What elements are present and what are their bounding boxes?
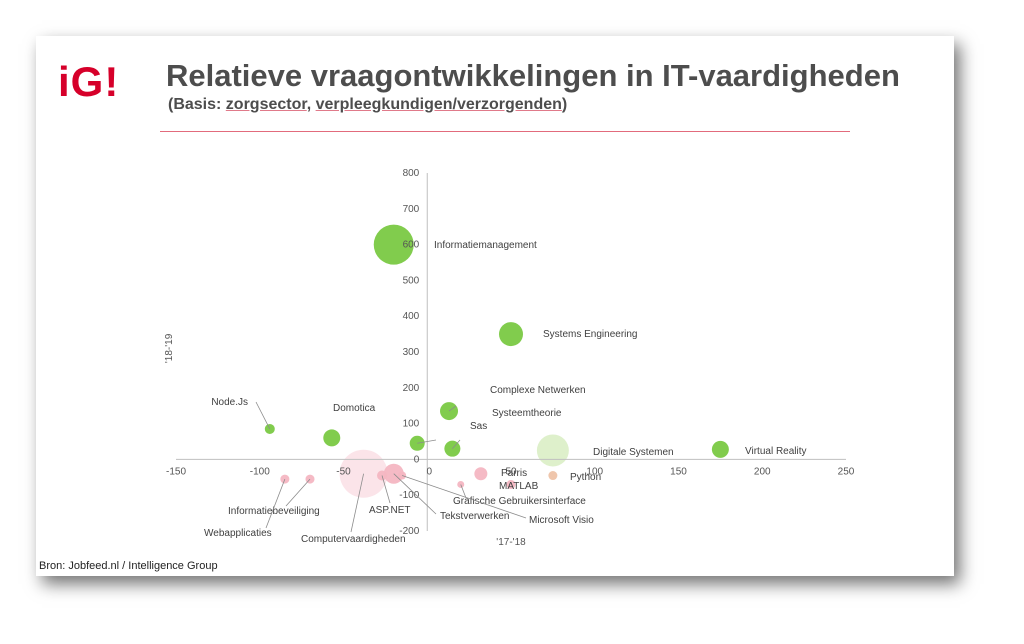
leader-line — [350, 473, 364, 533]
x-axis-title: '17-'18 — [496, 537, 526, 548]
y-tick-label: 800 — [403, 168, 420, 179]
title-rule — [160, 131, 850, 132]
data-label: Node.Js — [211, 397, 248, 408]
data-label: Sas — [470, 421, 487, 432]
x-tick-label: 0 — [426, 466, 432, 477]
y-tick-label: 0 — [414, 454, 420, 465]
leader-line — [381, 475, 391, 504]
data-label: Microsoft Visio — [529, 515, 594, 526]
bubble-systems-engineering — [499, 322, 523, 347]
leader-line — [448, 405, 457, 412]
x-tick-label: 150 — [670, 466, 687, 477]
subtitle-sector: zorgsector — [225, 96, 307, 113]
subtitle-profession: verpleegkundigen/verzorgenden — [315, 96, 562, 113]
y-axis-title: '18-'19 — [164, 333, 175, 363]
bubble-matlab — [506, 479, 516, 489]
y-tick-label: 400 — [403, 311, 420, 322]
data-label: Virtual Reality — [745, 446, 807, 457]
bubble-chart: -150 -100 -50 50 100 150 200 250 -200 -100 0 100 200… — [164, 168, 855, 548]
bubble-domotica — [323, 429, 341, 447]
leader-line — [285, 478, 311, 507]
x-tick-label: 100 — [586, 466, 603, 477]
y-tick-label: -100 — [399, 490, 419, 501]
data-label: Domotica — [333, 403, 376, 414]
brand-logo: iG! — [58, 58, 120, 105]
x-tick-label: -150 — [166, 466, 186, 477]
slide: iG! Relatieve vraagontwikkelingen in IT-… — [36, 36, 954, 576]
x-tick-label: 50 — [505, 466, 517, 477]
data-label: Systeemtheorie — [492, 408, 562, 419]
source-note: Bron: Jobfeed.nl / Intelligence Group — [39, 560, 218, 572]
bubble-digitale-systemen — [536, 434, 569, 467]
data-label: MATLAB — [499, 481, 539, 492]
x-tick-label: 200 — [754, 466, 771, 477]
x-tick-label: 250 — [838, 466, 855, 477]
data-label: Informatiebeveiliging — [228, 506, 320, 517]
x-tick-label: -50 — [336, 466, 351, 477]
y-tick-label: 300 — [403, 347, 420, 358]
subtitle-open: (Basis: — [168, 96, 226, 113]
subtitle-close: ) — [561, 96, 568, 113]
page-subtitle: (Basis: zorgsector, verpleegkundigen/ver… — [168, 96, 567, 114]
data-label: Complexe Netwerken — [490, 385, 586, 396]
leader-line — [460, 484, 467, 499]
y-tick-label: -200 — [399, 526, 419, 537]
subtitle-separator: , — [306, 96, 316, 113]
leader-line — [417, 439, 437, 444]
leader-line — [401, 475, 527, 519]
data-label: Grafische Gebruikersinterface — [453, 496, 586, 507]
leader-line — [255, 401, 271, 430]
y-tick-label: 700 — [403, 204, 420, 215]
data-label: Systems Engineering — [543, 329, 638, 340]
data-label: Parris — [501, 468, 527, 479]
data-label: Digitale Systemen — [593, 447, 674, 458]
page-title: Relatieve vraagontwikkelingen in IT-vaar… — [166, 58, 900, 93]
leader-line — [393, 473, 437, 515]
data-label: Tekstverwerken — [440, 511, 509, 522]
bubble-python — [548, 471, 558, 481]
data-label: Computervaardigheden — [301, 534, 406, 545]
leader-line — [452, 439, 461, 449]
data-label: Python — [570, 472, 601, 483]
data-label: Informatiemanagement — [434, 240, 537, 251]
data-label: Webapplicaties — [204, 528, 272, 539]
y-tick-label: 100 — [403, 419, 420, 430]
bubble-virtual-reality — [711, 440, 729, 458]
leader-line — [265, 478, 286, 529]
y-tick-label: 200 — [403, 383, 420, 394]
y-tick-label: 500 — [403, 275, 420, 286]
x-tick-label: -100 — [250, 466, 270, 477]
y-tick-label: 600 — [403, 240, 420, 251]
data-label: ASP.NET — [369, 505, 411, 516]
bubble-parris — [474, 467, 488, 481]
bubble-informatiemanagement — [373, 224, 414, 265]
